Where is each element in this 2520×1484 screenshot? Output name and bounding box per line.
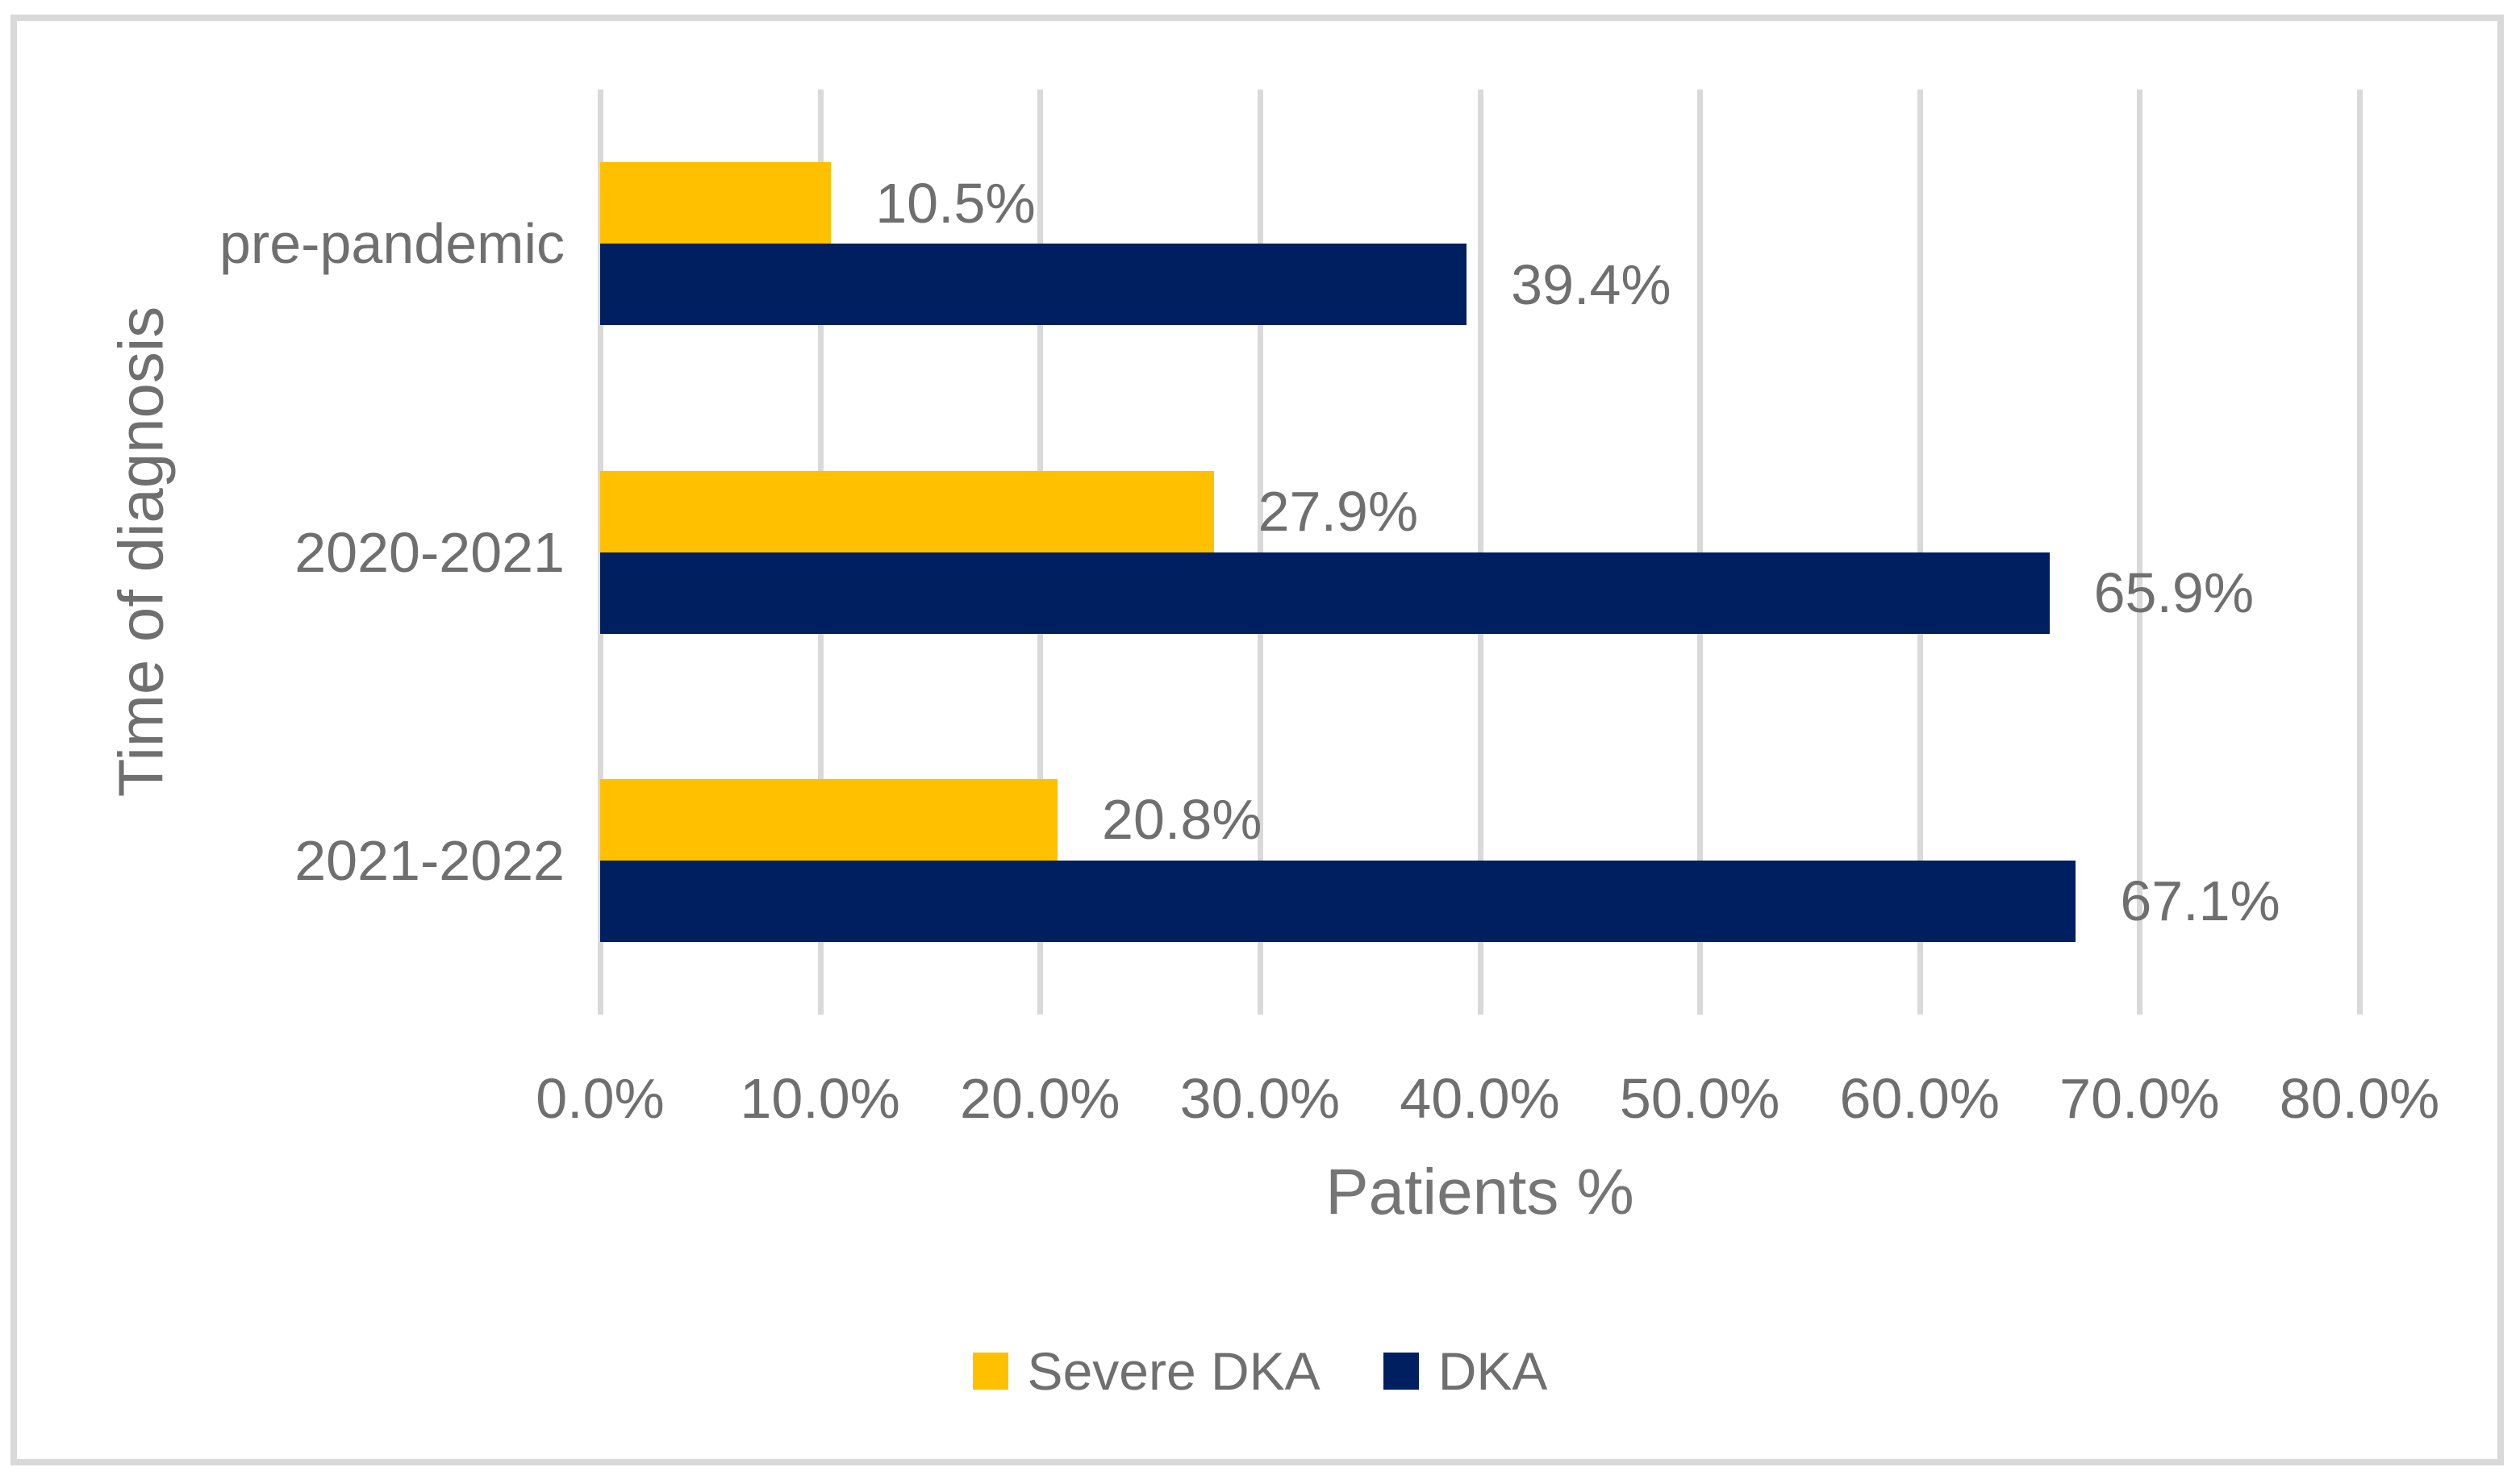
bar-dka-pre-pandemic [600, 244, 1467, 326]
legend-swatch-severe-dka [972, 1353, 1008, 1390]
legend: Severe DKA DKA [0, 1340, 2520, 1402]
data-label-dka-pre-pandemic: 39.4% [1511, 252, 1671, 316]
category-label-2021-2022: 2021-2022 [294, 828, 565, 892]
legend-item-severe-dka: Severe DKA [972, 1340, 1320, 1402]
x-tick-30.0%: 30.0% [1179, 1067, 1341, 1130]
bar-dka-2020-2021 [600, 552, 2050, 634]
gridline-70 [2137, 90, 2143, 1015]
x-tick-80.0%: 80.0% [2279, 1067, 2440, 1130]
x-axis-title: Patients % [1325, 1156, 1634, 1228]
legend-swatch-dka [1383, 1353, 1419, 1390]
x-tick-70.0%: 70.0% [2059, 1067, 2220, 1130]
legend-label-dka: DKA [1437, 1341, 1548, 1401]
category-label-pre-pandemic: pre-pandemic [219, 212, 565, 276]
gridline-80 [2357, 90, 2363, 1015]
category-label-2020-2021: 2020-2021 [294, 520, 565, 584]
x-tick-60.0%: 60.0% [1839, 1067, 2000, 1130]
data-label-severe-dka-2021-2022: 20.8% [1102, 788, 1262, 852]
x-tick-50.0%: 50.0% [1619, 1067, 1780, 1130]
plot-area [598, 90, 2363, 1015]
x-tick-0.0%: 0.0% [536, 1067, 665, 1130]
legend-label-severe-dka: Severe DKA [1027, 1341, 1320, 1401]
bar-severe-dka-2020-2021 [600, 470, 1214, 552]
bar-severe-dka-2021-2022 [600, 778, 1058, 861]
data-label-dka-2020-2021: 65.9% [2093, 561, 2255, 624]
x-tick-10.0%: 10.0% [740, 1067, 900, 1130]
x-tick-40.0%: 40.0% [1400, 1067, 1560, 1130]
bar-dka-2021-2022 [600, 860, 2076, 942]
data-label-dka-2021-2022: 67.1% [2120, 869, 2280, 933]
data-label-severe-dka-pre-pandemic: 10.5% [875, 171, 1036, 235]
bar-severe-dka-pre-pandemic [600, 162, 832, 244]
legend-item-dka: DKA [1383, 1340, 1548, 1402]
y-axis-title: Time of diagnosis [105, 306, 177, 798]
x-tick-20.0%: 20.0% [960, 1067, 1120, 1130]
data-label-severe-dka-2020-2021: 27.9% [1258, 480, 1419, 543]
